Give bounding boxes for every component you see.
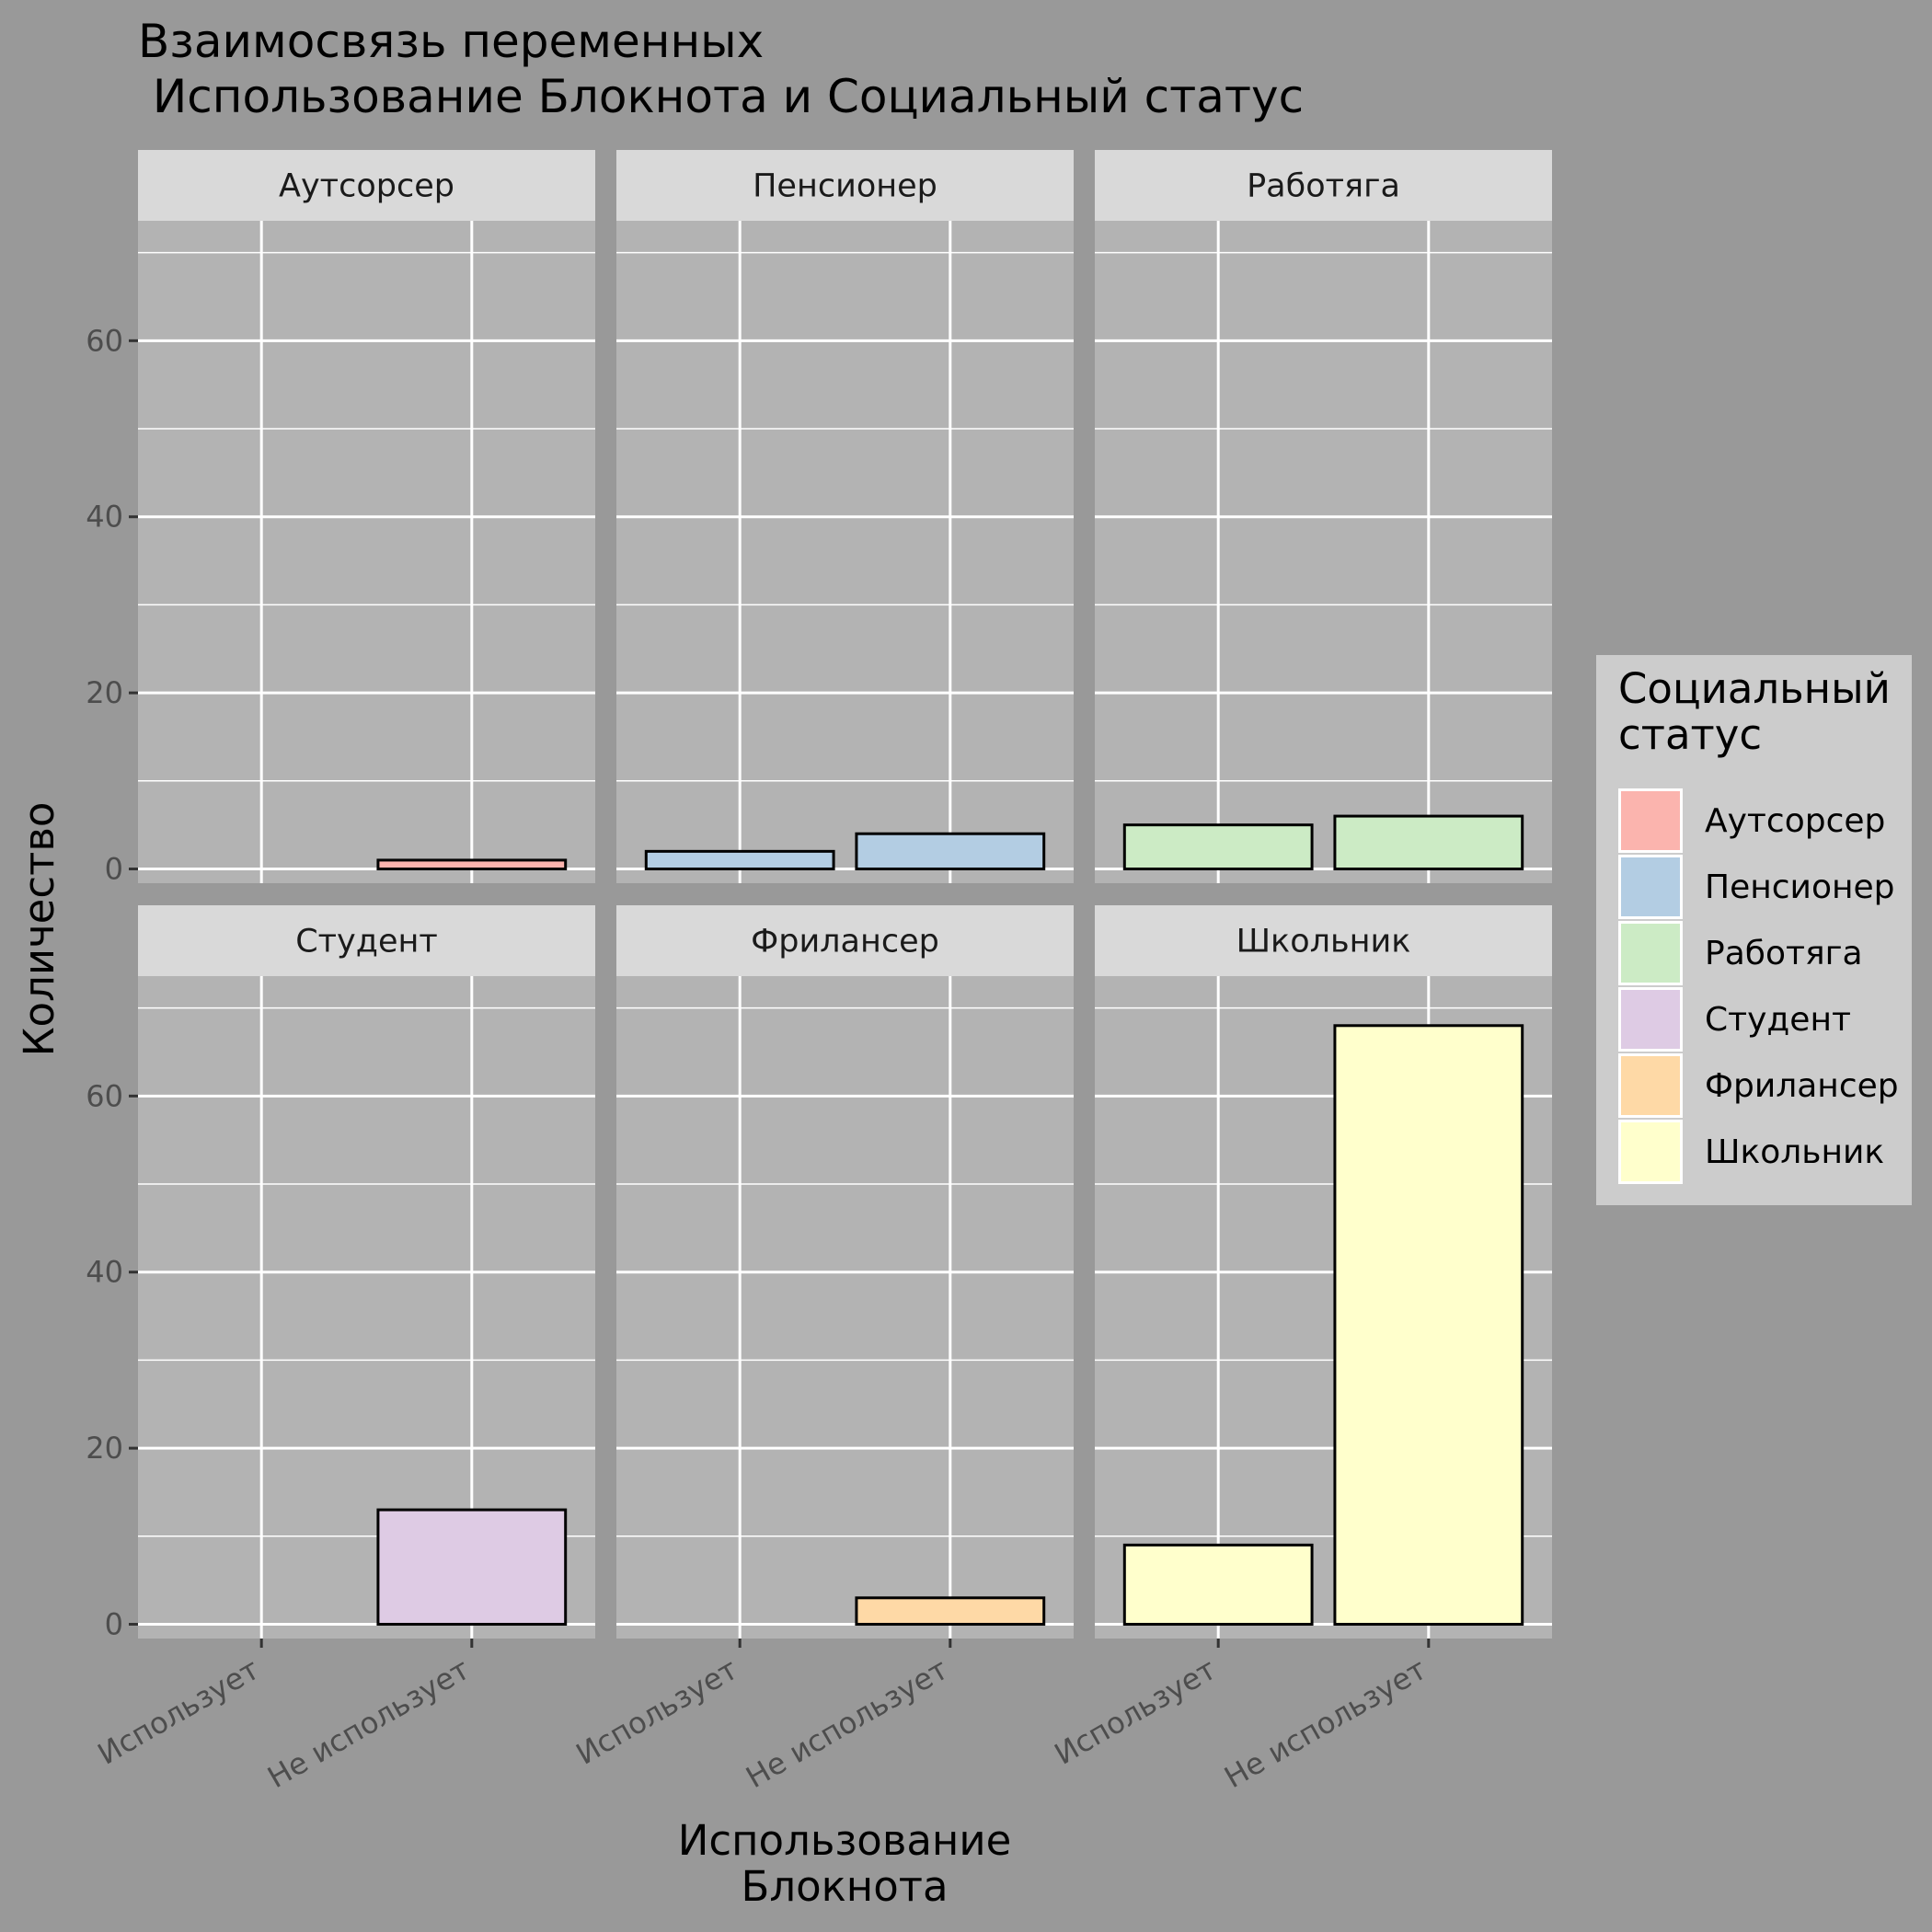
legend-label: Студент [1705, 1001, 1851, 1039]
facet-strip-label: Пенсионер [753, 168, 937, 205]
legend-key [1621, 1122, 1680, 1181]
y-tick-label: 60 [86, 1078, 123, 1113]
y-tick-label: 20 [86, 1431, 123, 1466]
legend-key [1621, 1056, 1680, 1115]
legend-key [1621, 990, 1680, 1049]
facet-strip-label: Школьник [1236, 924, 1411, 960]
bar [644, 849, 835, 870]
legend-key [1621, 857, 1680, 916]
y-tick-label: 60 [86, 323, 123, 358]
facet-strip [616, 905, 1074, 976]
bar [1122, 823, 1314, 870]
y-axis-title: Количество [15, 802, 63, 1057]
chart-title-line: Взаимосвязь переменных [138, 15, 764, 68]
bar [855, 1596, 1046, 1626]
legend-label: Работяга [1705, 935, 1863, 972]
y-tick-label: 40 [86, 1255, 123, 1290]
y-tick-label: 20 [86, 675, 123, 710]
facet-panel: Пенсионер [616, 150, 1074, 883]
facet-strip-label: Фрилансер [751, 924, 939, 960]
legend-label: Пенсионер [1705, 868, 1895, 906]
facet-strip-label: Работяга [1247, 168, 1400, 205]
y-tick-label: 40 [86, 500, 123, 535]
legend: Социальный статус Аутсорсер Пенсионер Работя… [1596, 655, 1912, 1205]
facet-strip [616, 150, 1074, 221]
legend-title-line: Социальный [1618, 664, 1891, 713]
facet-strip [1095, 150, 1552, 221]
bar [376, 1508, 568, 1626]
chart-title-line: Использование Блокнота и Социальный стат… [138, 70, 1304, 123]
facet-strip [1095, 905, 1552, 976]
panel-background [616, 221, 1074, 883]
x-axis-title: Использование Блокнота [678, 1816, 1012, 1911]
facet-strip [138, 150, 595, 221]
legend-label: Фрилансер [1705, 1067, 1899, 1105]
y-tick-label: 0 [105, 1606, 123, 1641]
x-axis-title-line: Блокнота [741, 1862, 948, 1911]
facet-panel: Аутсорсер 0 20 40 60 [86, 150, 595, 886]
legend-key [1621, 924, 1680, 983]
facet-panel: Работяга [1095, 150, 1552, 883]
bar [855, 832, 1046, 870]
bar [1333, 1024, 1524, 1626]
panel-background [616, 976, 1074, 1639]
x-axis-title-line: Использование [678, 1816, 1012, 1865]
facet-strip-label: Аутсорсер [279, 168, 454, 205]
legend-label: Школьник [1705, 1133, 1884, 1171]
bar [1333, 814, 1524, 870]
bar [1122, 1543, 1314, 1626]
y-tick-label: 0 [105, 851, 123, 886]
bar [376, 858, 568, 870]
facet-strip [138, 905, 595, 976]
chart-title: Взаимосвязь переменных Использование Бло… [138, 15, 1304, 123]
facet-strip-label: Студент [295, 924, 438, 960]
legend-key [1621, 791, 1680, 850]
legend-label: Аутсорсер [1705, 802, 1885, 840]
facet-panels: Аутсорсер 0 20 40 60 Пенсионер Работяга Студент… [86, 150, 1552, 1795]
legend-title: Социальный статус [1618, 664, 1891, 759]
panel-background [138, 221, 595, 883]
panel-background [1095, 221, 1552, 883]
legend-title-line: статус [1618, 710, 1762, 759]
